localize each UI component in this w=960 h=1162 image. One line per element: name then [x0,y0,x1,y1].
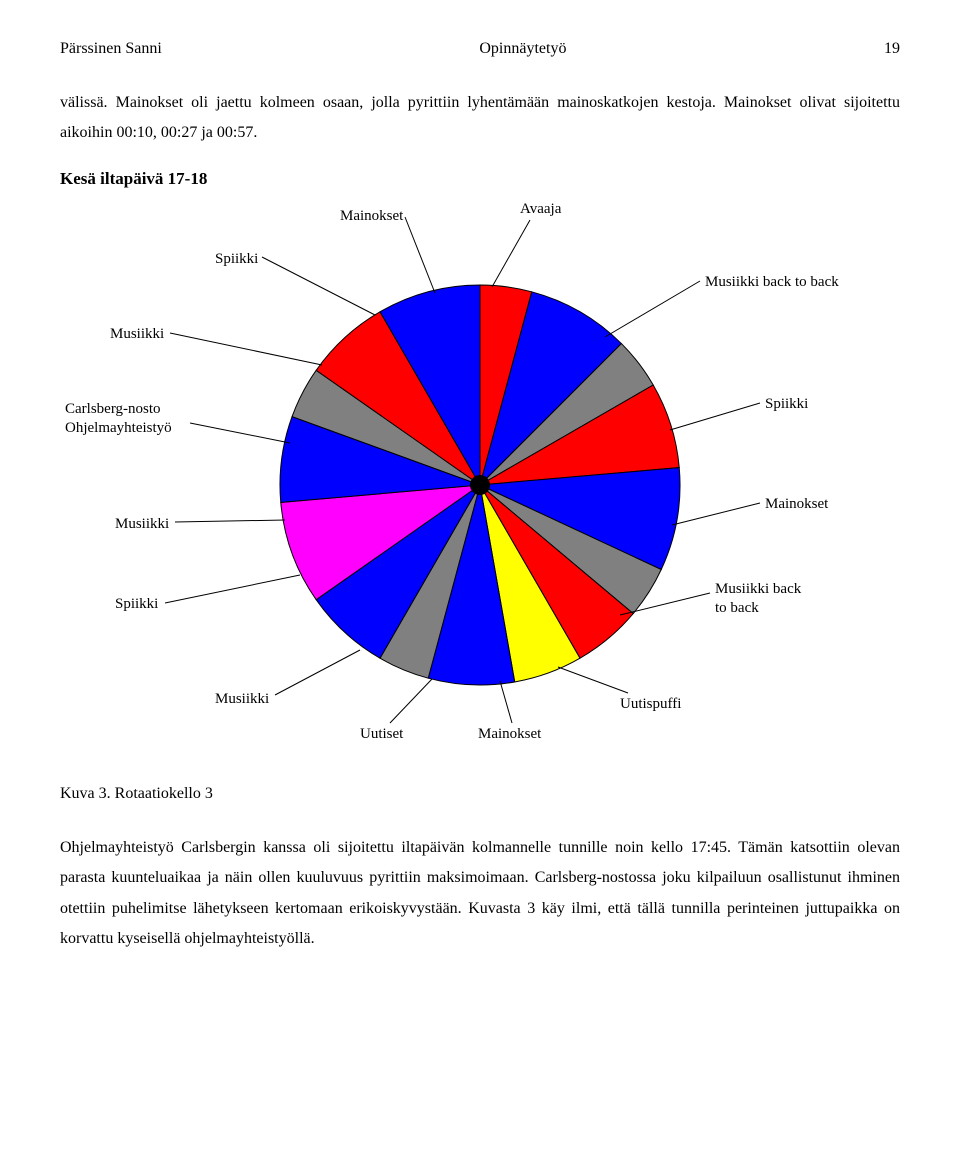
slice-label: Spiikki [765,395,808,414]
slice-label: Avaaja [520,200,561,219]
slice-label: Mainokset [340,207,403,226]
leader-line [605,281,700,337]
pie-chart: Avaaja Musiikki back to back Spiikki Mainok… [60,195,900,755]
slice-label: Mainokset [478,725,541,744]
pie-center [470,475,490,495]
slice-label: Musiikki back to back [705,273,839,292]
slice-label: Spiikki [115,595,158,614]
slice-label: Uutiset [360,725,403,744]
leader-line [500,681,512,723]
figure-caption: Kuva 3. Rotaatiokello 3 [60,785,900,803]
slice-label: Mainokset [765,495,828,514]
slice-label: Musiikki [115,515,169,534]
leader-line [558,667,628,693]
leader-line [405,217,435,293]
slice-label: Spiikki [215,250,258,269]
page-header: Pärssinen Sanni Opinnäytetyö 19 [60,40,900,58]
header-title: Opinnäytetyö [479,40,566,58]
leader-line [672,503,760,525]
leader-line [390,679,432,723]
leader-line [275,650,360,695]
slice-label: Musiikki [110,325,164,344]
leader-line [175,520,285,522]
chart-title: Kesä iltapäivä 17-18 [60,169,900,189]
paragraph-1: välissä. Mainokset oli jaettu kolmeen os… [60,88,900,149]
slice-label: Musiikki [215,690,269,709]
slice-label: Carlsberg-nostoOhjelmayhteistyö [65,400,215,438]
header-author: Pärssinen Sanni [60,40,162,58]
header-page: 19 [884,40,900,58]
leader-line [492,220,530,287]
slice-label: Musiikki backto back [715,580,865,618]
slice-label: Uutispuffi [620,695,681,714]
leader-line [670,403,760,430]
leader-line [165,575,300,603]
paragraph-2: Ohjelmayhteistyö Carlsbergin kanssa oli … [60,833,900,955]
leader-line [170,333,322,365]
leader-line [262,257,375,315]
